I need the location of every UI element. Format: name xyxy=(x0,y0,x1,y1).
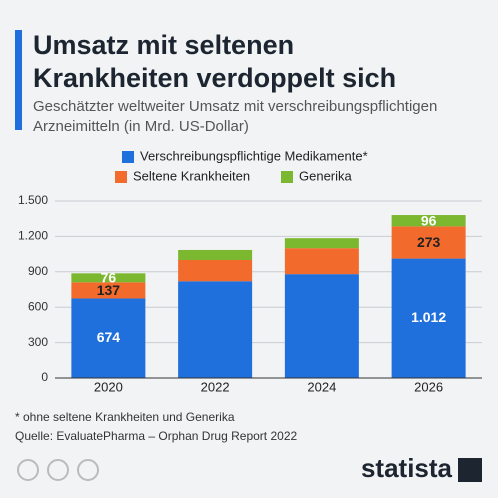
data-label: 674 xyxy=(97,329,121,345)
bar-segment xyxy=(178,249,253,260)
legend-swatch xyxy=(122,151,134,163)
bar-segment xyxy=(71,273,146,283)
bar-segment xyxy=(71,298,146,378)
footnote: * ohne seltene Krankheiten und Generika xyxy=(15,410,235,424)
bar-segment xyxy=(391,226,466,259)
subtitle: Geschätzter weltweiter Umsatz mit versch… xyxy=(33,98,437,115)
y-tick-label: 1.500 xyxy=(18,193,48,207)
title: Umsatz mit seltenen xyxy=(33,30,294,60)
title: Krankheiten verdoppelt sich xyxy=(33,63,396,93)
legend-swatch xyxy=(115,171,127,183)
bar-segment xyxy=(284,274,359,378)
x-tick-label: 2020 xyxy=(94,379,123,394)
data-label: 96 xyxy=(421,212,437,228)
y-tick-label: 300 xyxy=(28,335,48,349)
bar-segment xyxy=(284,238,359,249)
data-label: 76 xyxy=(101,270,117,286)
bar-segment xyxy=(178,281,253,378)
accent-bar xyxy=(15,30,22,130)
data-label: 273 xyxy=(417,234,441,250)
y-tick-label: 1.200 xyxy=(18,229,48,243)
bar-segment xyxy=(178,260,253,282)
bar-segment xyxy=(71,282,146,299)
x-tick-label: 2022 xyxy=(201,379,230,394)
legend-label: Verschreibungspflichtige Medikamente* xyxy=(140,148,368,163)
data-label: 1.012 xyxy=(411,309,446,325)
x-tick-label: 2026 xyxy=(414,379,443,394)
subtitle: Arzneimitteln (in Mrd. US-Dollar) xyxy=(33,118,249,135)
legend-label: Generika xyxy=(299,168,353,183)
y-tick-label: 600 xyxy=(28,299,48,313)
chart: 0 300 600 900 1.200 1.500 Verschreibungspflich… xyxy=(18,148,482,394)
y-tick-label: 900 xyxy=(28,264,48,278)
legend-label: Seltene Krankheiten xyxy=(133,168,250,183)
bar-segment xyxy=(391,215,466,227)
legend-swatch xyxy=(281,171,293,183)
data-label: 137 xyxy=(97,282,121,298)
license-icons xyxy=(17,459,99,481)
brand: statista xyxy=(361,453,453,483)
source: Quelle: EvaluatePharma – Orphan Drug Rep… xyxy=(15,429,297,443)
x-tick-label: 2024 xyxy=(307,379,336,394)
bar-segment xyxy=(284,248,359,275)
bar-segment xyxy=(391,258,466,378)
y-tick-label: 0 xyxy=(41,370,48,384)
brand-logo xyxy=(458,458,482,482)
